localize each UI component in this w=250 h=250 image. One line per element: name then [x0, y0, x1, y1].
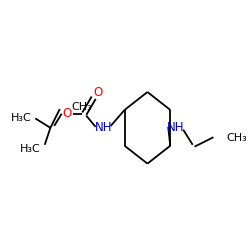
Text: O: O [63, 107, 72, 120]
Text: CH₃: CH₃ [71, 102, 92, 112]
Text: NH: NH [94, 121, 112, 134]
Text: H₃C: H₃C [11, 114, 32, 124]
Text: CH₃: CH₃ [226, 133, 247, 143]
Text: NH: NH [167, 121, 184, 134]
Text: O: O [93, 86, 102, 100]
Text: H₃C: H₃C [20, 144, 41, 154]
